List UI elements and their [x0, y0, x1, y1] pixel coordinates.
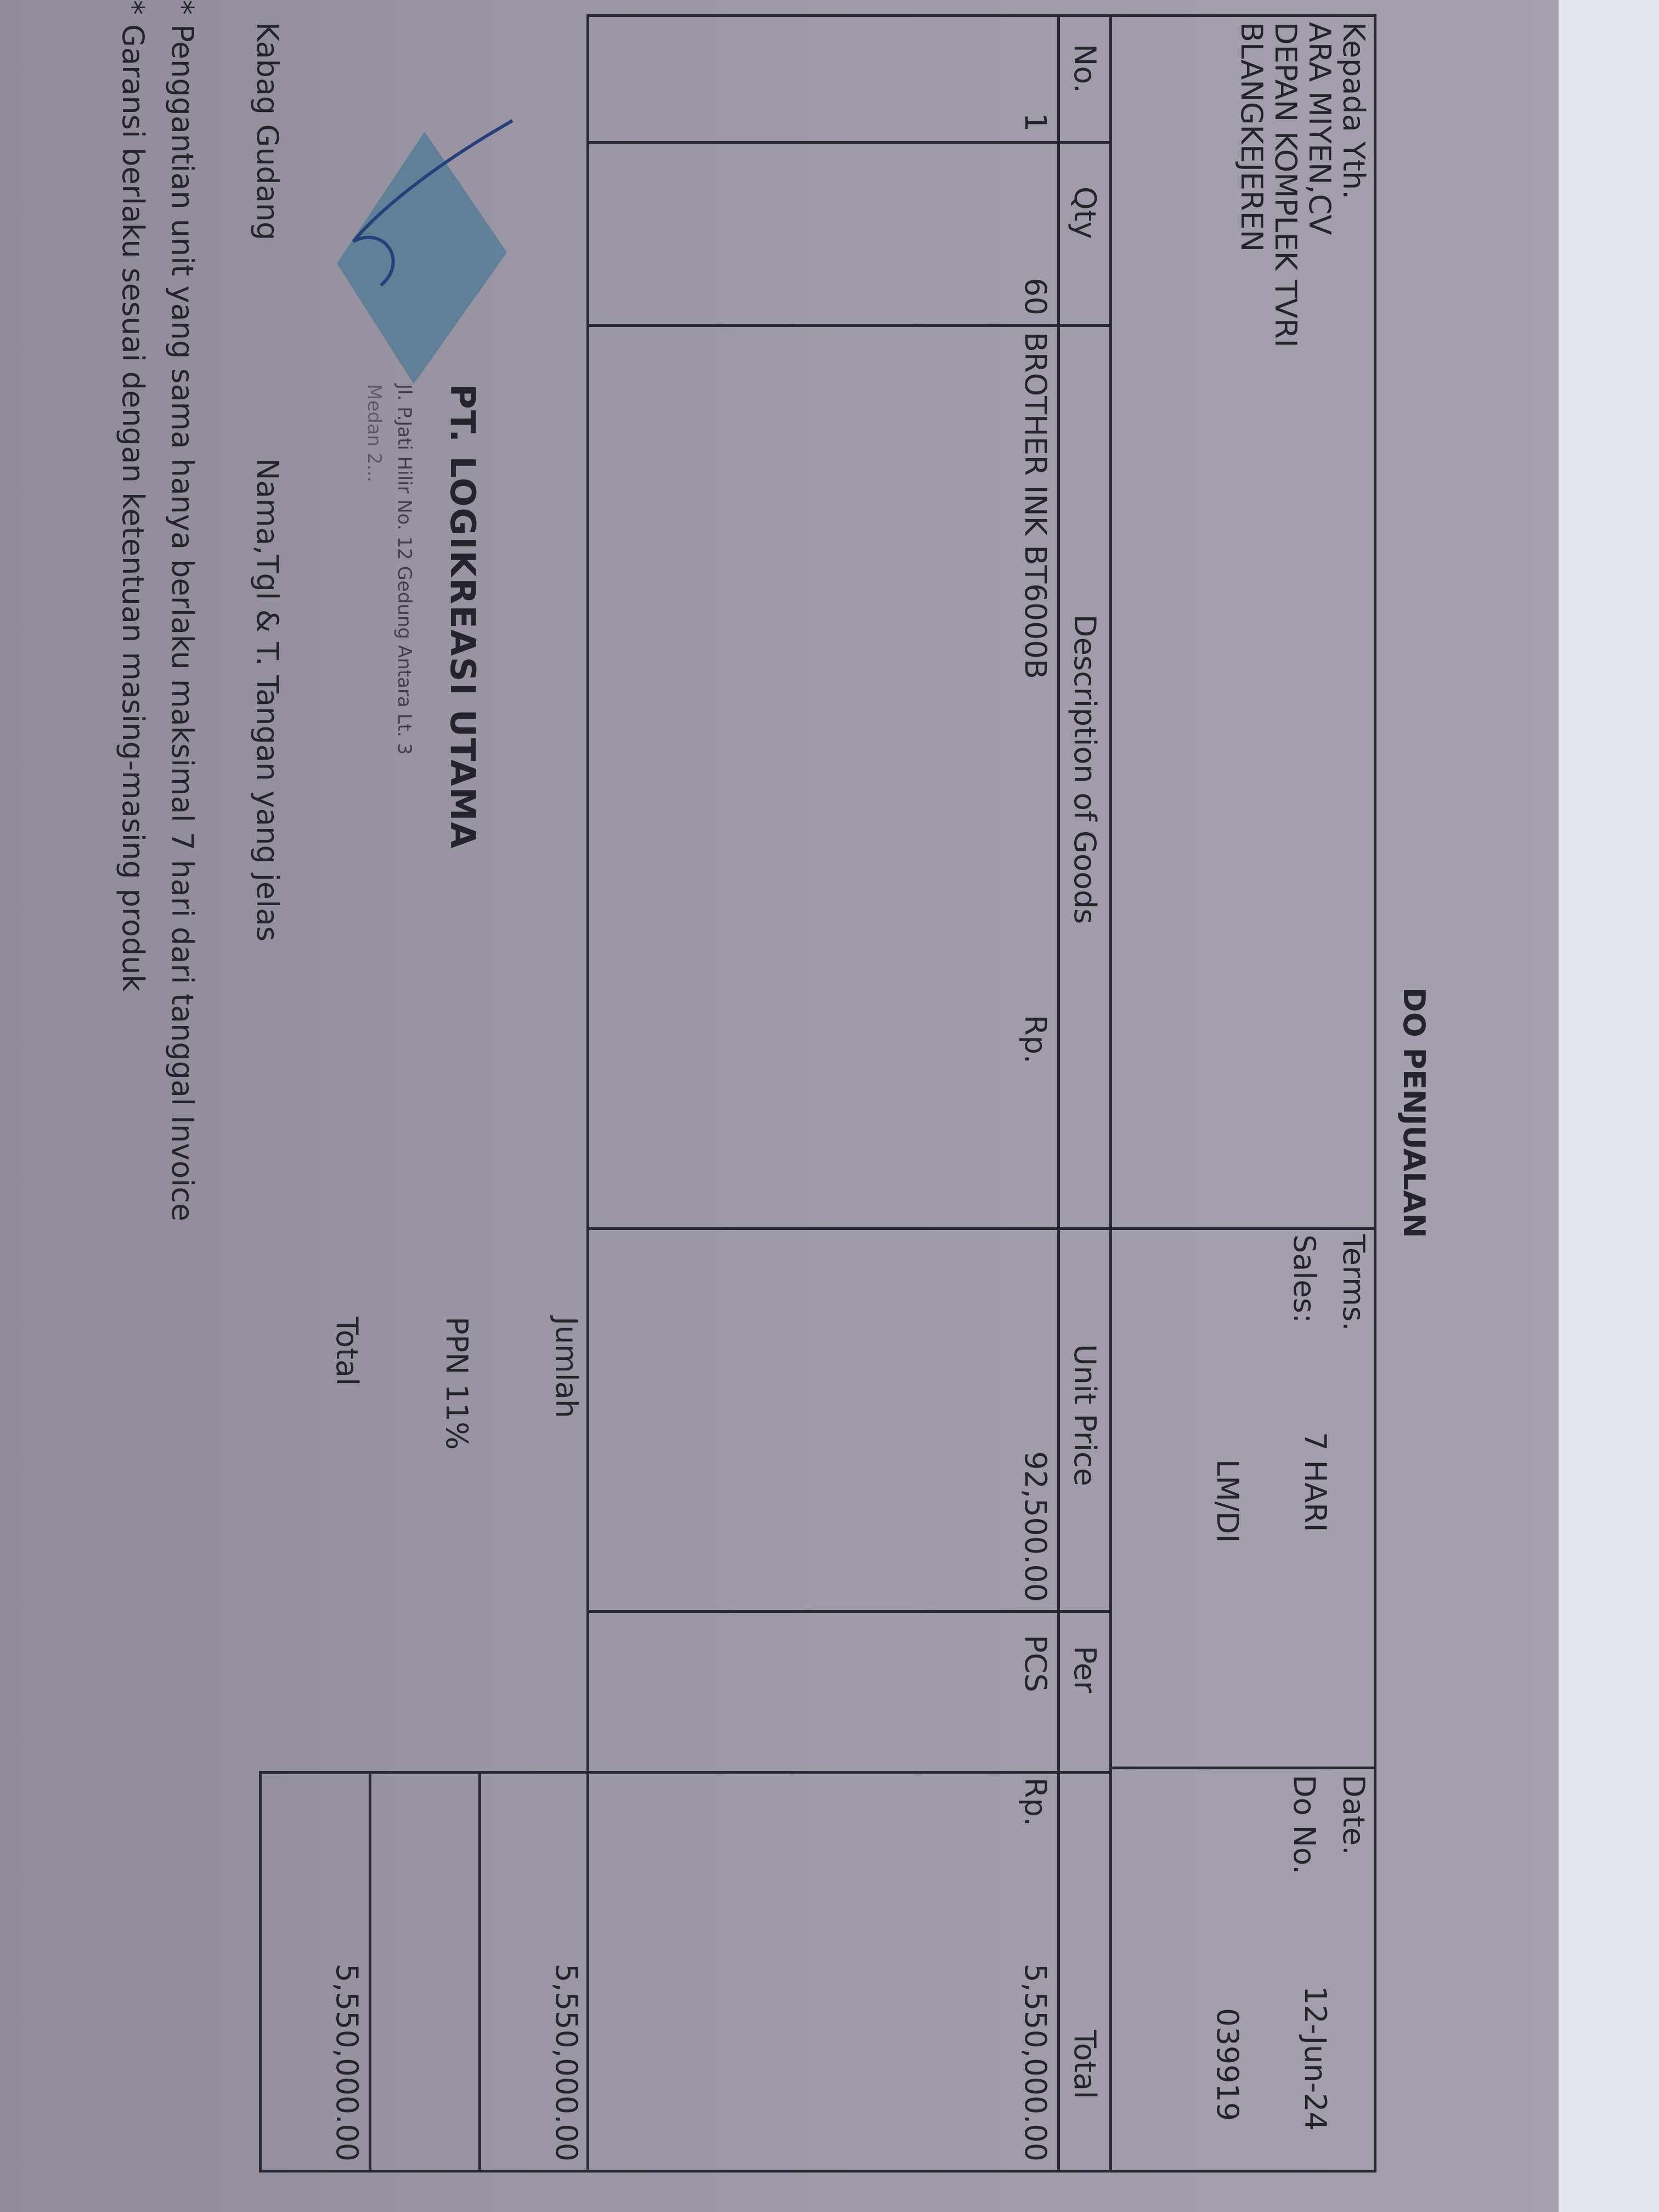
stamp-city: Medan 2... [363, 384, 385, 483]
col-divider [588, 1610, 1112, 1613]
meta-divider-2 [1112, 1767, 1376, 1769]
document-title: DO PENJUALAN [1397, 988, 1431, 1238]
col-header-description: Description of Goods [1068, 614, 1102, 924]
recipient-name: ARA MIYEN,CV [1302, 22, 1337, 235]
signature-instruction: Nama,Tgl & T. Tangan yang jelas [250, 458, 285, 942]
header-divider [1109, 14, 1112, 2172]
col-header-qty: Qty [1068, 187, 1102, 239]
summary-bottom [259, 1771, 262, 2172]
recipient-city: BLANGKEJEREN [1234, 22, 1269, 252]
sales-label: Sales: [1287, 1234, 1322, 1323]
column-header-divider [1057, 14, 1060, 2172]
table-left-border [586, 14, 1376, 17]
date-label: Date. [1336, 1775, 1371, 1855]
row-currency: Rp. [1018, 1015, 1053, 1064]
recipient-address: DEPAN KOMPLEK TVRI [1268, 22, 1303, 348]
col-header-total: Total [1068, 2030, 1102, 2100]
do-number-label: Do No. [1287, 1775, 1322, 1875]
row-total-currency: Rp. [1018, 1778, 1053, 1826]
ppn-label: PPN 11% [439, 1317, 474, 1450]
row-qty: 60 [1018, 278, 1053, 315]
col-divider [588, 141, 1112, 144]
row-description: BROTHER INK BT6000B [1018, 332, 1053, 679]
row-total: 5,550,000.00 [1018, 1963, 1053, 2162]
table-bottom-border [586, 14, 589, 2172]
total-value: 5,550,000.00 [330, 1963, 364, 2162]
row-per: PCS [1018, 1635, 1053, 1692]
stamp-company-name: PT. LOGIKREASI UTAMA [443, 384, 483, 850]
col-header-per: Per [1068, 1646, 1102, 1694]
summary-right [260, 2170, 589, 2172]
company-stamp-logo-icon [337, 119, 514, 384]
row-no: 1 [1018, 112, 1053, 132]
signature-role: Kabag Gudang [250, 22, 285, 241]
meta-divider [1112, 1227, 1376, 1230]
sales-value: LM/DI [1210, 1459, 1245, 1543]
note-item: * Garansi berlaku sesuai dengan ketentua… [116, 0, 150, 992]
total-label: Total [330, 1317, 364, 1386]
recipient-label: Kepada Yth. [1336, 22, 1371, 200]
summary-divider [478, 1771, 481, 2172]
row-unit-price: 92,500.00 [1018, 1451, 1053, 1602]
terms-label: Terms. [1336, 1234, 1371, 1331]
terms-value: 7 HARI [1298, 1432, 1333, 1532]
jumlah-value: 5,550,000.00 [549, 1963, 584, 2162]
col-header-unit-price: Unit Price [1068, 1344, 1102, 1486]
note-item: * Penggantian unit yang sama hanya berla… [165, 0, 200, 1222]
col-divider [588, 324, 1112, 327]
col-header-no: No. [1068, 44, 1102, 93]
date-value: 12-Jun-24 [1298, 1986, 1333, 2131]
do-number-value: 039919 [1210, 2008, 1245, 2121]
table-top-border [1374, 14, 1376, 2172]
summary-divider [369, 1771, 371, 2172]
stamp-address: Jl. P.Jati Hilir No. 12 Gedung Antara Lt… [393, 384, 415, 755]
summary-left [260, 1771, 589, 1774]
jumlah-label: Jumlah [549, 1317, 584, 1419]
col-divider [588, 1227, 1112, 1230]
